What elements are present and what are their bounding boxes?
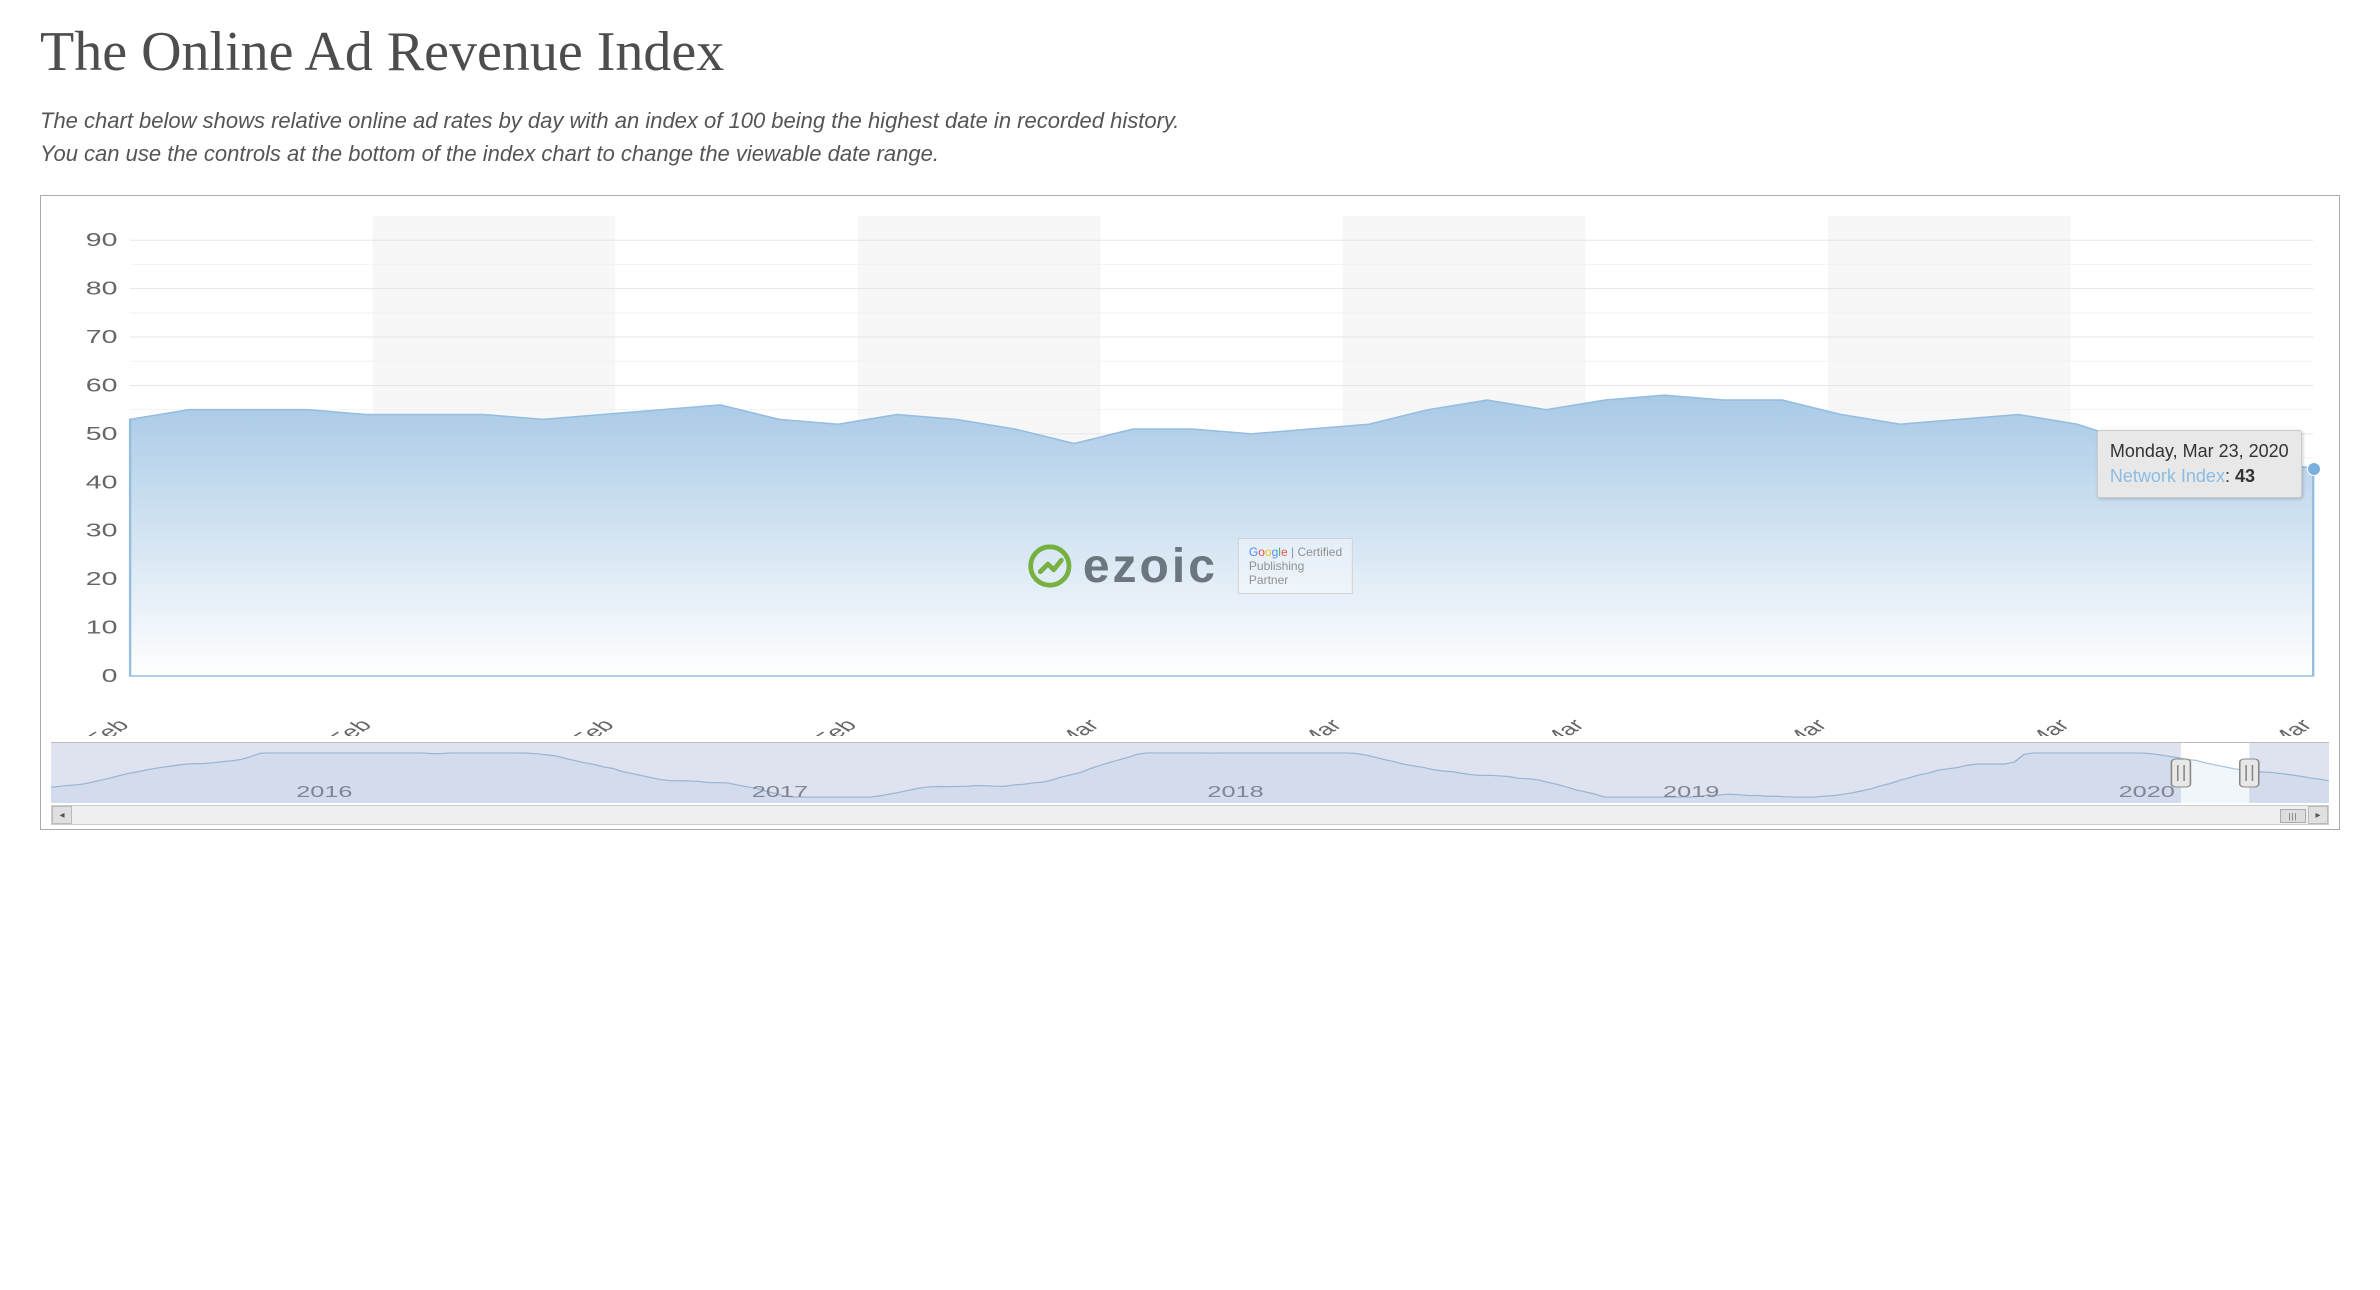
main-area-chart[interactable]: 0 10 20 30 40 50 60 70 80 90 16. Feb 20. Feb 24. Fe… — [51, 206, 2329, 736]
svg-text:7. Mar: 7. Mar — [1272, 715, 1347, 736]
range-navigator[interactable]: 20162017201820192020 — [51, 742, 2329, 803]
svg-text:70: 70 — [86, 327, 118, 347]
page-title: The Online Ad Revenue Index — [40, 20, 2340, 84]
hover-marker — [2307, 462, 2321, 476]
scroll-right-button[interactable]: ▸ — [2308, 806, 2328, 824]
svg-text:3. Mar: 3. Mar — [1030, 715, 1105, 736]
scroll-track[interactable]: ||| — [72, 809, 2308, 821]
svg-text:80: 80 — [86, 279, 118, 299]
chart-subtitle: The chart below shows relative online ad… — [40, 104, 2340, 170]
scroll-thumb[interactable]: ||| — [2280, 809, 2306, 823]
svg-text:60: 60 — [86, 376, 118, 396]
svg-text:28. Feb: 28. Feb — [776, 715, 862, 736]
svg-text:10: 10 — [86, 618, 118, 638]
svg-text:19. Mar: 19. Mar — [1989, 715, 2075, 736]
svg-text:90: 90 — [86, 230, 118, 250]
subtitle-line-2: You can use the controls at the bottom o… — [40, 137, 2340, 170]
svg-text:30: 30 — [86, 521, 118, 541]
tooltip-separator: : — [2225, 466, 2235, 486]
chart-tooltip: Monday, Mar 23, 2020 Network Index: 43 — [2097, 430, 2302, 498]
chart-frame: 0 10 20 30 40 50 60 70 80 90 16. Feb 20. Feb 24. Fe… — [40, 195, 2340, 830]
navigator-scrollbar[interactable]: ◂ ||| ▸ — [51, 805, 2329, 825]
svg-text:20. Feb: 20. Feb — [291, 715, 377, 736]
tooltip-value: 43 — [2235, 466, 2255, 486]
svg-text:50: 50 — [86, 424, 118, 444]
main-chart-svg: 0 10 20 30 40 50 60 70 80 90 16. Feb 20. Feb 24. Fe… — [51, 206, 2329, 736]
svg-text:40: 40 — [86, 472, 118, 492]
svg-text:20: 20 — [86, 569, 118, 589]
tooltip-date: Monday, Mar 23, 2020 — [2110, 439, 2289, 464]
svg-text:23. Mar: 23. Mar — [2232, 715, 2318, 736]
tooltip-series-name: Network Index — [2110, 466, 2225, 486]
svg-text:24. Feb: 24. Feb — [534, 715, 620, 736]
svg-text:15. Mar: 15. Mar — [1747, 715, 1833, 736]
subtitle-line-1: The chart below shows relative online ad… — [40, 104, 2340, 137]
svg-text:11. Mar: 11. Mar — [1506, 715, 1591, 736]
svg-text:0: 0 — [102, 666, 118, 686]
navigator-svg: 20162017201820192020 — [51, 743, 2329, 803]
scroll-left-button[interactable]: ◂ — [52, 806, 72, 824]
svg-text:16. Feb: 16. Feb — [51, 715, 134, 736]
